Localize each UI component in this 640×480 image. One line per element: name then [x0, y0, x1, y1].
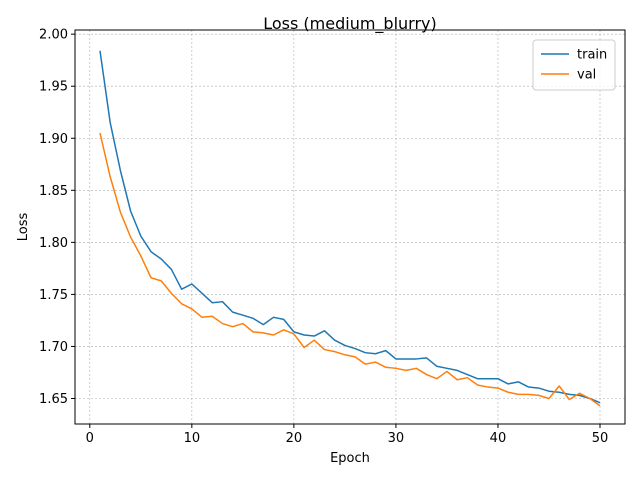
series-line-val — [99, 132, 601, 407]
legend-label-val: val — [577, 68, 596, 83]
x-tick-label: 10 — [184, 431, 201, 446]
y-tick-label: 1.80 — [39, 236, 68, 251]
y-tick-label: 1.70 — [39, 340, 68, 355]
y-tick-label: 1.65 — [39, 392, 68, 407]
series-line-train — [99, 50, 601, 404]
grid-lines — [75, 30, 625, 424]
y-tick-label: 1.90 — [39, 132, 68, 147]
plot-frame — [74, 29, 626, 425]
x-tick-label: 40 — [490, 431, 507, 446]
legend-box — [532, 39, 616, 91]
x-tick-label: 0 — [86, 431, 94, 446]
legend-label-train: train — [577, 48, 607, 63]
y-tick-label: 2.00 — [39, 28, 68, 43]
series-lines — [99, 50, 601, 407]
y-tick-label: 1.95 — [39, 80, 68, 95]
y-tick-label: 1.85 — [39, 184, 68, 199]
x-tick-label: 50 — [592, 431, 609, 446]
y-tick-label: 1.75 — [39, 288, 68, 303]
legend: train val — [532, 39, 616, 91]
x-tick-label: 20 — [286, 431, 303, 446]
x-tick-label: 30 — [388, 431, 405, 446]
chart-title: Loss (medium_blurry) — [263, 14, 437, 34]
y-axis-title: Loss — [16, 213, 31, 242]
axis-ticks: 0 10 20 30 40 50 1.65 1.70 1.75 1.80 1.85 1.90 1.95 2… — [39, 28, 608, 446]
x-axis-title: Epoch — [330, 451, 370, 466]
